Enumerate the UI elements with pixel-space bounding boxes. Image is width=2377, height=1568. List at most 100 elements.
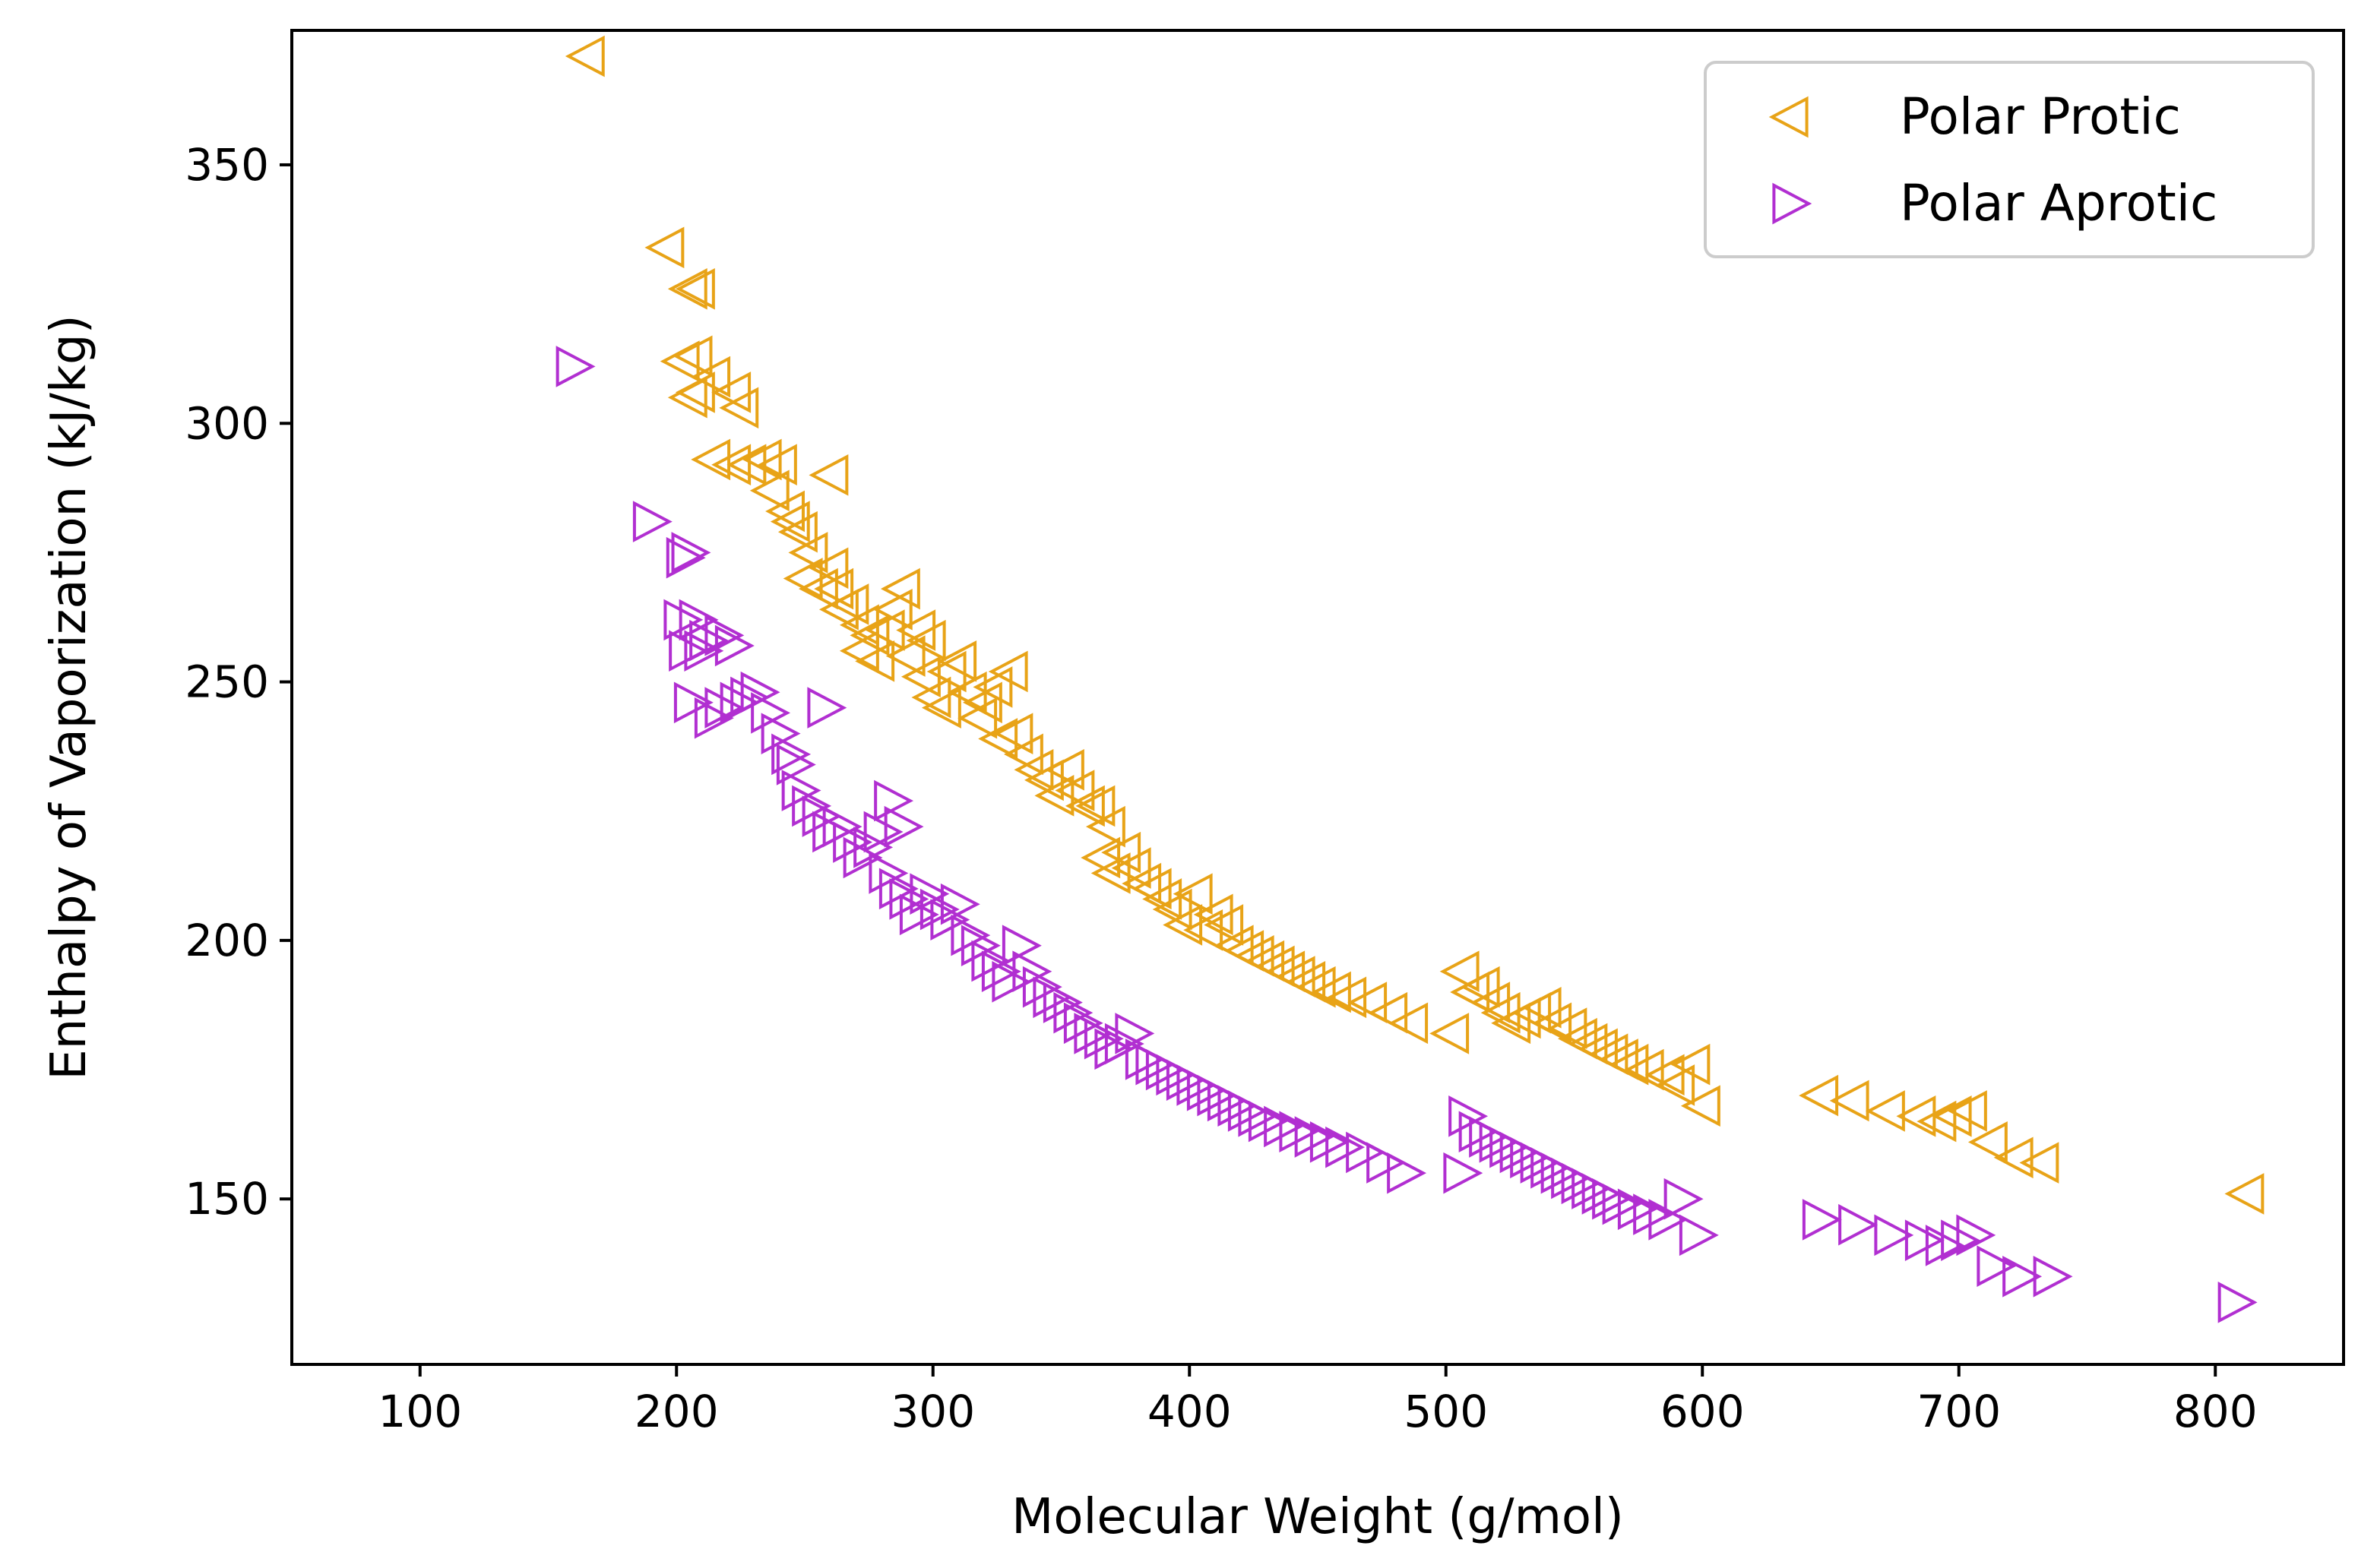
data-point-polar-aprotic [1679,1214,1719,1257]
data-point-polar-aprotic [1387,1152,1427,1194]
data-point-polar-protic [1916,1100,1957,1143]
data-point-polar-aprotic [843,836,883,879]
data-point-polar-protic [673,335,713,378]
y-tick-label: 150 [185,1173,269,1225]
data-point-polar-aprotic [1366,1142,1407,1184]
data-point-polar-aprotic [771,733,812,776]
data-point-polar-protic [675,267,715,310]
data-point-polar-protic [765,490,805,533]
data-point-polar-aprotic [919,888,960,931]
data-point-polar-aprotic [1325,1126,1366,1168]
data-point-polar-protic [1065,785,1105,827]
series-polar-protic [565,35,2265,1215]
data-point-polar-protic [711,444,752,486]
legend-marker-polar-aprotic [1772,182,1812,225]
data-point-polar-protic [1865,1090,1905,1132]
data-point-polar-aprotic [704,687,745,729]
data-point-polar-protic [829,583,869,625]
data-point-polar-aprotic [1002,925,1042,967]
data-point-polar-protic [1296,966,1336,1008]
data-point-polar-aprotic [714,624,755,667]
data-point-polar-aprotic [1941,1219,1981,1261]
data-point-polar-aprotic [776,744,816,786]
data-point-polar-aprotic [1294,1116,1334,1158]
data-point-polar-aprotic [930,899,970,940]
data-point-polar-aprotic [802,795,842,837]
data-point-polar-aprotic [704,615,745,656]
data-point-polar-aprotic [1648,1199,1689,1241]
data-point-polar-aprotic [878,868,919,910]
data-point-polar-protic [865,609,905,651]
data-point-polar-protic [1204,904,1244,946]
data-point-polar-aprotic [899,893,939,936]
data-point-polar-aprotic [1012,950,1052,993]
data-point-polar-protic [788,532,828,574]
data-point-polar-aprotic [1977,1245,2017,1287]
x-tick-label: 500 [1404,1386,1488,1437]
data-point-polar-aprotic [1904,1219,1945,1261]
data-point-polar-protic [1521,987,1562,1029]
data-point-polar-protic [1470,982,1511,1023]
data-point-polar-protic [962,681,1002,724]
legend-symbol-polar-protic [1768,96,1809,138]
data-point-polar-protic [1085,805,1125,848]
data-point-polar-protic [1532,1002,1572,1045]
data-point-polar-aprotic [971,940,1011,982]
data-point-polar-aprotic [740,671,780,713]
data-point-polar-protic [644,226,685,269]
data-point-polar-aprotic [679,599,719,641]
data-point-polar-aprotic [781,770,821,811]
y-tick-label: 350 [185,139,269,191]
data-point-polar-aprotic [1104,1023,1144,1065]
x-tick-label: 600 [1660,1386,1745,1437]
data-point-polar-protic [770,501,810,542]
data-point-polar-protic [855,640,895,682]
legend-box [1704,61,2315,258]
data-point-polar-protic [1081,836,1121,879]
data-point-polar-protic [1132,868,1172,910]
data-point-polar-aprotic [1309,1121,1350,1163]
data-point-polar-aprotic [1802,1199,1842,1241]
data-point-polar-protic [1429,1013,1470,1054]
data-point-polar-aprotic [666,536,706,579]
data-point-polar-protic [1347,982,1388,1023]
data-point-polar-protic [988,650,1028,693]
data-point-polar-protic [1034,775,1075,817]
data-point-polar-protic [1014,748,1054,791]
data-point-polar-aprotic [1264,1105,1304,1148]
data-point-polar-aprotic [2217,1282,2258,1323]
data-point-polar-aprotic [694,697,734,739]
series-polar-aprotic [555,346,2258,1323]
data-point-polar-aprotic [2033,1255,2073,1298]
data-point-polar-protic [1388,1002,1429,1045]
y-axis-label: Enthalpy of Vaporization (kJ/kg) [41,315,97,1080]
data-point-polar-protic [726,444,767,486]
data-point-polar-protic [798,567,838,610]
data-point-polar-aprotic [684,630,724,672]
data-point-polar-aprotic [874,779,914,822]
data-point-polar-protic [872,588,913,631]
data-point-polar-protic [885,635,926,677]
data-point-polar-aprotic [1084,1017,1124,1060]
x-tick-label: 100 [378,1386,462,1437]
data-point-polar-protic [1670,1043,1711,1086]
data-point-polar-aprotic [673,681,714,724]
legend-symbol-polar-aprotic [1772,182,1812,225]
legend-marker-polar-protic [1768,96,1809,138]
data-point-polar-aprotic [1022,966,1062,1008]
data-point-polar-aprotic [751,692,791,734]
data-point-polar-protic [1967,1121,2008,1163]
x-tick-label: 800 [2173,1386,2258,1437]
legend: Polar Protic Polar Aprotic [1704,61,2315,258]
data-point-polar-protic [1090,852,1131,894]
data-point-polar-protic [1624,1048,1664,1091]
data-point-polar-protic [1003,733,1043,776]
data-point-polar-protic [1680,1085,1720,1127]
data-point-polar-protic [926,650,967,693]
data-point-polar-protic [777,511,818,553]
data-point-polar-protic [1075,785,1116,827]
data-point-polar-protic [1055,770,1095,811]
data-point-polar-protic [1183,909,1223,951]
